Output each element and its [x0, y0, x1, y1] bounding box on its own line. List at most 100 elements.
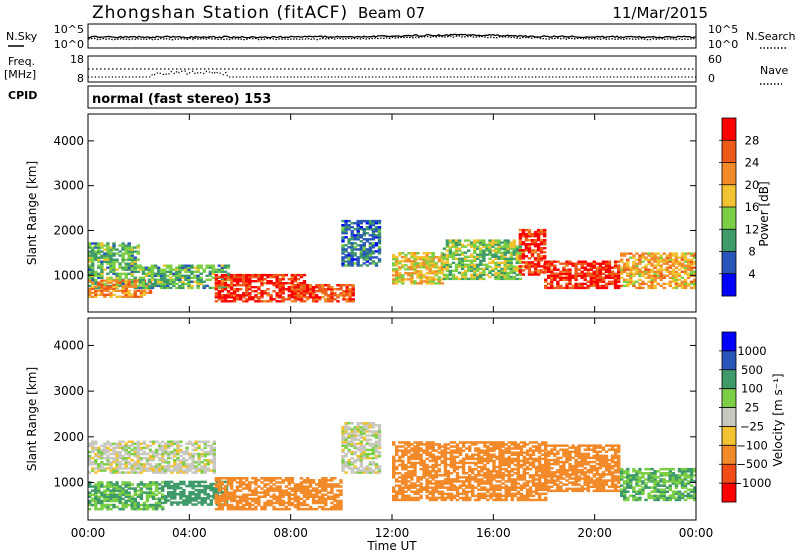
velocity-cell: [483, 443, 487, 446]
velocity-cell: [419, 467, 423, 471]
velocity-cell: [510, 467, 514, 471]
power-cell: [257, 280, 261, 283]
power-cell: [362, 252, 366, 255]
velocity-cell: [440, 461, 444, 465]
power-cell: [485, 243, 489, 246]
velocity-cell: [170, 501, 174, 504]
velocity-cell: [315, 491, 319, 494]
power-cell: [263, 278, 267, 281]
power-cell: [124, 246, 128, 249]
power-cell: [275, 275, 279, 279]
power-cell: [350, 230, 354, 233]
power-cell: [124, 293, 128, 296]
power-cell: [359, 256, 363, 259]
power-cell: [368, 262, 373, 265]
velocity-cell: [115, 487, 119, 490]
velocity-cell: [173, 465, 177, 468]
velocity-cell: [440, 490, 444, 493]
velocity-cell: [266, 501, 270, 505]
velocity-cell: [461, 461, 466, 465]
power-cell: [454, 265, 459, 268]
power-cell: [530, 271, 535, 274]
velocity-cell: [495, 470, 499, 473]
velocity-cell: [504, 459, 508, 463]
power-cell: [410, 274, 414, 277]
velocity-cell: [371, 471, 376, 474]
power-cell: [88, 284, 92, 288]
velocity-cell: [157, 501, 162, 505]
power-cell: [336, 296, 340, 299]
power-cell: [124, 248, 128, 251]
power-cell: [668, 284, 672, 288]
power-cell: [647, 272, 651, 275]
power-cell: [445, 267, 450, 271]
velocity-cell: [416, 447, 420, 450]
power-cell: [109, 248, 113, 251]
velocity-cell: [449, 478, 454, 481]
power-cell: [359, 222, 363, 225]
velocity-cell: [374, 442, 379, 445]
velocity-cell: [263, 495, 267, 498]
velocity-cell: [217, 497, 222, 501]
power-cell: [150, 284, 155, 288]
velocity-cell: [157, 497, 162, 501]
power-cell: [659, 260, 663, 263]
power-cell: [127, 281, 131, 284]
power-cell: [88, 289, 92, 292]
velocity-cell: [486, 470, 490, 473]
velocity-cell: [452, 478, 457, 481]
power-cell: [539, 228, 544, 232]
power-cell: [356, 238, 360, 241]
power-cell: [220, 290, 225, 293]
velocity-cell: [209, 452, 213, 456]
velocity-cell: [278, 499, 282, 503]
power-cell: [103, 268, 107, 271]
power-cell: [494, 239, 498, 242]
velocity-cell: [434, 474, 438, 477]
velocity-cell: [235, 503, 240, 507]
velocity-cell: [197, 488, 201, 492]
power-cell: [278, 300, 282, 303]
velocity-cell: [510, 451, 514, 454]
velocity-cell: [407, 470, 411, 473]
power-cell: [147, 280, 152, 283]
power-cell: [91, 276, 95, 279]
power-cell: [121, 287, 125, 290]
velocity-cell: [501, 451, 505, 454]
velocity-cell: [164, 467, 168, 470]
power-cell: [350, 264, 354, 267]
velocity-cell: [167, 495, 171, 498]
power-cell: [689, 286, 694, 290]
velocity-cell: [410, 453, 414, 456]
power-cell: [115, 268, 119, 271]
velocity-cell: [133, 489, 137, 492]
velocity-cell: [311, 479, 316, 482]
power-cell: [677, 262, 682, 265]
velocity-cell: [468, 467, 472, 471]
velocity-cell: [302, 507, 307, 511]
velocity-cell: [498, 455, 502, 459]
velocity-cell: [194, 452, 198, 456]
power-cell: [674, 272, 679, 275]
power-cell: [223, 300, 228, 303]
velocity-cell: [88, 454, 92, 458]
power-cell: [347, 254, 351, 257]
power-cell: [565, 272, 569, 275]
velocity-cell: [416, 443, 420, 446]
velocity-cell: [88, 442, 92, 445]
velocity-cell: [179, 495, 183, 498]
power-cell: [544, 286, 548, 290]
power-cell: [91, 272, 95, 275]
power-cell: [356, 256, 360, 259]
power-cell: [674, 278, 679, 281]
velocity-cell: [100, 493, 104, 496]
velocity-cell: [269, 503, 273, 507]
velocity-cell: [341, 426, 345, 429]
velocity-cell: [100, 463, 104, 466]
velocity-cell: [260, 495, 264, 498]
power-cell: [521, 253, 526, 256]
power-cell: [275, 282, 279, 285]
velocity-cell: [209, 488, 213, 492]
velocity-cell: [185, 446, 189, 450]
power-cell: [485, 253, 489, 256]
